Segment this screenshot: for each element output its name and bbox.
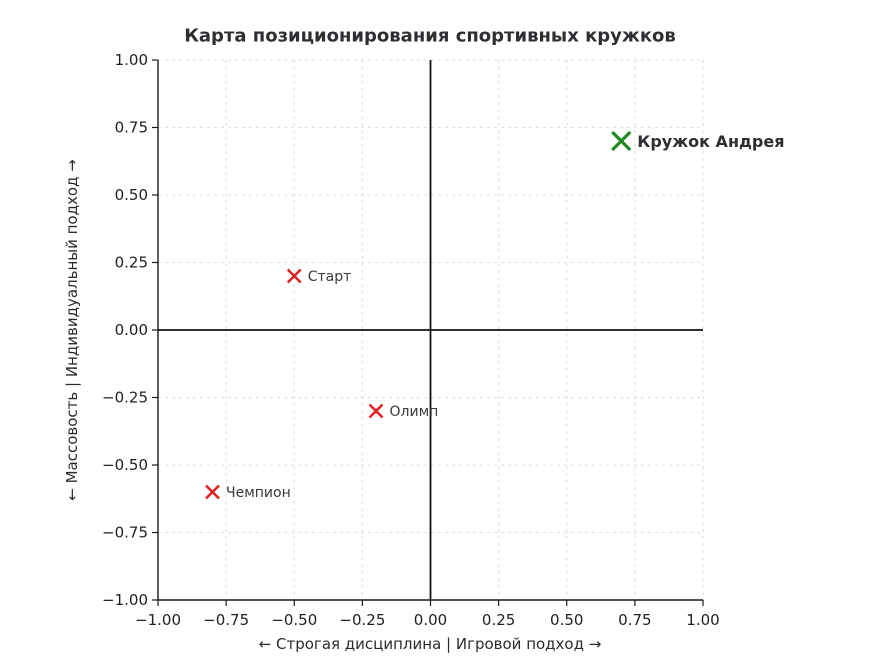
point-label: Старт <box>308 269 352 285</box>
data-point: Кружок Андрея <box>611 130 785 152</box>
x-tick-label: 0.75 <box>618 611 651 629</box>
y-tick-label: −1.00 <box>102 591 148 609</box>
point-label: Кружок Андрея <box>637 132 784 151</box>
x-tick-label: −1.00 <box>135 611 181 629</box>
data-point: Старт <box>286 268 352 285</box>
y-tick-label: −0.50 <box>102 456 148 474</box>
y-tick-label: −0.25 <box>102 389 148 407</box>
data-point: Олимп <box>368 403 439 420</box>
x-tick-label: −0.50 <box>271 611 317 629</box>
y-tick-label: 0.75 <box>115 119 148 137</box>
y-tick-label: 0.00 <box>115 321 148 339</box>
x-marker-stroke <box>286 268 302 284</box>
x-axis-label: ← Строгая дисциплина | Игровой подход → <box>258 635 602 653</box>
x-tick-label: 0.25 <box>482 611 515 629</box>
point-label: Олимп <box>390 404 439 420</box>
point-label: Чемпион <box>226 485 291 501</box>
x-marker-stroke <box>368 403 384 419</box>
x-tick-label: −0.75 <box>203 611 249 629</box>
y-tick-label: 0.50 <box>115 186 148 204</box>
x-marker-stroke <box>611 130 632 152</box>
chart-title: Карта позиционирования спортивных кружко… <box>184 25 676 47</box>
y-tick-label: 1.00 <box>115 51 148 69</box>
x-marker-stroke <box>205 484 220 500</box>
data-points: Старт Олимп Чемпион Кружок Андрея <box>205 130 785 501</box>
data-point: Чемпион <box>205 484 291 501</box>
x-tick-label: −0.25 <box>339 611 385 629</box>
x-tick-label: 1.00 <box>686 611 719 629</box>
x-tick-label: 0.50 <box>550 611 583 629</box>
axis-ticks: −1.00 −0.75 −0.50 −0.25 0.00 0.25 0.50 0.75 1.00… <box>102 51 720 629</box>
y-tick-label: 0.25 <box>115 254 148 272</box>
x-tick-label: 0.00 <box>414 611 447 629</box>
y-axis-label: ← Массовость | Индивидуальный подход → <box>63 159 81 501</box>
y-tick-label: −0.75 <box>102 524 148 542</box>
zero-lines <box>158 60 703 600</box>
